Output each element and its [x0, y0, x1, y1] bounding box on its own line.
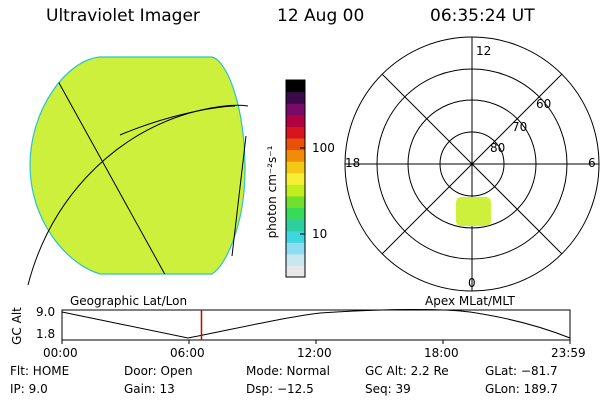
meridian-line-right — [231, 135, 247, 257]
colorbar-segment — [286, 207, 305, 220]
projection-label-apex: Apex MLat/MLT — [425, 294, 515, 308]
colorbar — [285, 79, 306, 278]
colorbar-segment — [286, 91, 305, 104]
altitude-plot — [61, 308, 571, 344]
colorbar-segment — [286, 242, 305, 255]
colorbar-label-10: 10 — [312, 227, 328, 241]
colorbar-segment — [286, 253, 305, 267]
lat-label-80: 80 — [490, 141, 506, 155]
mlt-label-0: 0 — [468, 276, 476, 290]
altitude-curve — [61, 308, 571, 339]
colorbar-segment — [286, 230, 305, 243]
colorbar-segment — [286, 184, 305, 197]
date-label: 12 Aug 00 — [277, 6, 365, 26]
door-status: Door: Open — [124, 364, 193, 378]
meridian-line — [47, 62, 169, 274]
time-tick-0000: 00:00 — [43, 346, 78, 360]
projection-label-geographic: Geographic Lat/Lon — [70, 294, 188, 308]
gc-alt-status: GC Alt: 2.2 Re — [365, 364, 449, 378]
colorbar-segment — [286, 114, 305, 127]
colorbar-unit-label: photon cm⁻²s⁻¹ — [265, 145, 279, 239]
latitude-circle-arc — [27, 104, 249, 286]
auroral-spot — [456, 197, 491, 226]
colorbar-segment — [286, 149, 305, 162]
time-tick-0600: 06:00 — [170, 346, 205, 360]
altitude-y-bottom: 1.8 — [36, 327, 56, 341]
filter-status: Flt: HOME — [10, 364, 70, 378]
altitude-plot-frame — [61, 309, 571, 341]
altitude-y-top: 9.0 — [36, 305, 56, 319]
polar-plot — [344, 36, 600, 292]
time-tick-1800: 18:00 — [424, 346, 459, 360]
globe-image — [27, 56, 249, 286]
colorbar-segment — [286, 265, 305, 278]
seq-status: Seq: 39 — [365, 382, 411, 396]
globe-fill — [29, 56, 246, 275]
colorbar-segment — [286, 80, 305, 93]
colorbar-label-100: 100 — [312, 141, 335, 155]
altitude-axis-label: GC Alt — [10, 307, 24, 345]
mlt-label-6: 6 — [588, 156, 596, 170]
glat-status: GLat: −81.7 — [485, 364, 558, 378]
latitude-arc — [119, 105, 236, 136]
mlt-label-12: 12 — [476, 44, 492, 58]
colorbar-segment — [286, 103, 305, 116]
ip-status: IP: 9.0 — [10, 382, 48, 396]
time-tick-1200: 12:00 — [297, 346, 332, 360]
colorbar-segment — [286, 126, 305, 139]
glon-status: GLon: 189.7 — [485, 382, 558, 396]
colorbar-frame — [285, 79, 306, 278]
colorbar-segment — [286, 172, 305, 185]
colorbar-segment — [286, 161, 305, 174]
colorbar-segment — [286, 195, 305, 209]
time-tick-2359: 23:59 — [551, 346, 586, 360]
instrument-title: Ultraviolet Imager — [46, 6, 200, 26]
time-label: 06:35:24 UT — [430, 6, 535, 26]
dsp-status: Dsp: −12.5 — [246, 382, 314, 396]
mode-status: Mode: Normal — [246, 364, 330, 378]
colorbar-segment — [286, 219, 305, 232]
lat-label-60: 60 — [536, 97, 552, 111]
lat-label-70: 70 — [512, 120, 528, 134]
polar-diagonal-2 — [381, 73, 563, 255]
gain-status: Gain: 13 — [124, 382, 175, 396]
colorbar-segment — [286, 137, 305, 151]
mlt-label-18: 18 — [345, 156, 361, 170]
